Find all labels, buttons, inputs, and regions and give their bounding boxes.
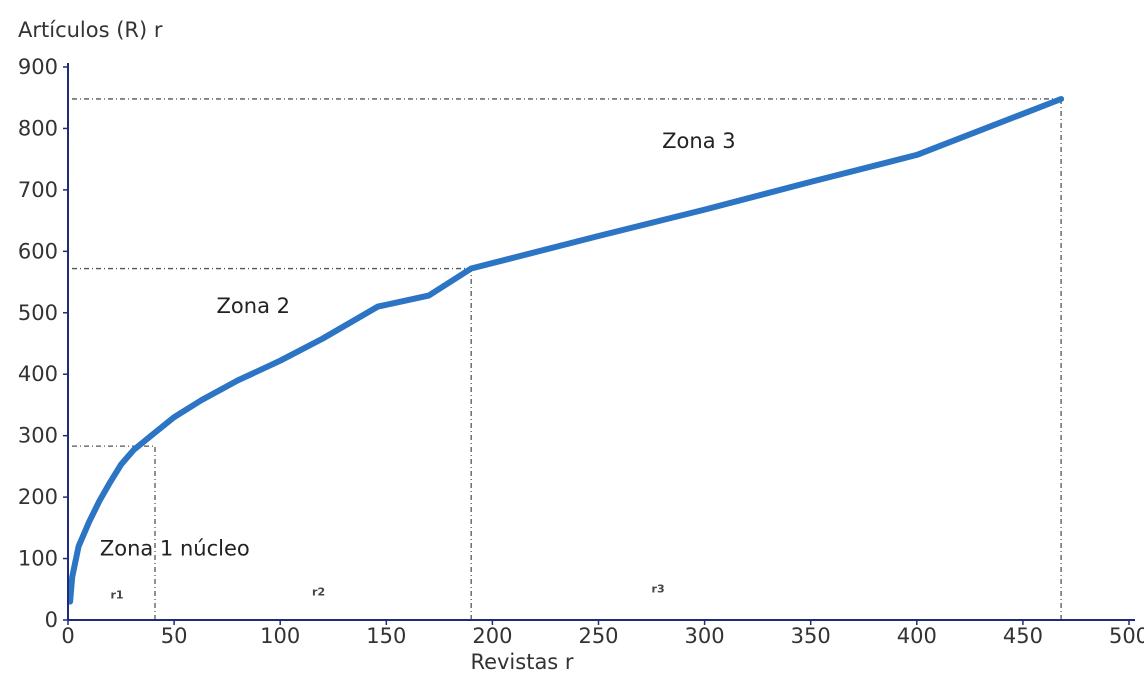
x-tick-label: 50 [161,624,188,648]
zone-label: Zona 2 [217,294,290,318]
y-tick-label: 900 [18,55,58,79]
reference-lines [72,98,1062,620]
x-tick-label: 500 [1109,624,1144,648]
axes [63,63,1135,625]
range-label-r1: r1 [110,588,123,601]
annotations: Zona 1 núcleo Zona 2 Zona 3 r1 r2 r3 [100,129,736,601]
y-tick-label: 400 [18,362,58,386]
x-tick-label: 150 [366,624,406,648]
zone-label: Zona 1 núcleo [100,536,250,560]
y-tick-label: 0 [45,608,58,632]
x-tick-label: 350 [791,624,831,648]
x-tick-label: 450 [1003,624,1043,648]
range-label-r2: r2 [312,585,325,598]
y-tick-label: 600 [18,239,58,263]
y-tick-label: 500 [18,301,58,325]
x-tick-label: 250 [578,624,618,648]
zone-label: Zona 3 [662,129,735,153]
range-label-r3: r3 [652,582,665,595]
y-tick-label: 700 [18,178,58,202]
x-axis-title: Revistas r [470,650,573,673]
y-tick-label: 200 [18,485,58,509]
x-tick-label: 200 [472,624,512,648]
x-tick-label: 0 [61,624,74,648]
y-tick-label: 100 [18,547,58,571]
x-tick-label: 100 [260,624,300,648]
series-layer [67,96,1065,605]
x-tick-label: 400 [897,624,937,648]
y-tick-label: 800 [18,116,58,140]
y-axis-title: Artículos (R) r [18,18,163,42]
y-tick-label: 300 [18,424,58,448]
series-line-1 [67,96,1065,605]
tick-labels: 0 50 100 150 200 250 300 350 400 450 500 0 100 200 300… [18,55,1144,648]
x-tick-label: 300 [685,624,725,648]
